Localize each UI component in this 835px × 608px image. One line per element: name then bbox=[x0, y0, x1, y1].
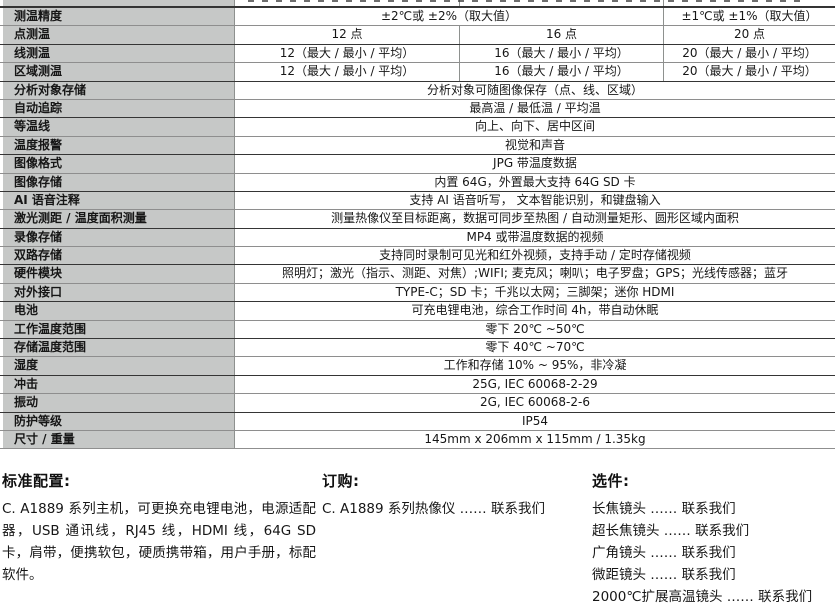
spec-value-cell: 12（最大 / 最小 / 平均） bbox=[279, 45, 415, 60]
clipped-text-artifact bbox=[248, 0, 808, 2]
order-section: 订购: C. A1889 系列热像仪 …… 联系我们 bbox=[322, 470, 582, 520]
options-section: 选件: 长焦镜头 …… 联系我们 超长焦镜头 …… 联系我们 广角镜头 …… 联… bbox=[592, 470, 835, 608]
spec-row: 硬件模块 照明灯；激光（指示、测距、对焦）;WIFI; 麦克风；喇叭；电子罗盘；G… bbox=[0, 264, 835, 283]
spec-value-cell: 20 点 bbox=[663, 26, 835, 44]
spec-row-label: 尺寸 / 重量 bbox=[0, 430, 235, 449]
spec-row-label: 自动追踪 bbox=[0, 99, 235, 118]
spec-row-label: 存储温度范围 bbox=[0, 339, 235, 357]
spec-row: 电池 可充电锂电池，综合工作时间 4h，带自动休眠 bbox=[0, 301, 835, 320]
spec-value-cell: 测量热像仪至目标距离，数据可同步至热图 / 自动测量矩形、圆形区域内面积 bbox=[331, 211, 739, 226]
option-item: 微距镜头 …… 联系我们 bbox=[592, 567, 736, 583]
spec-row-label: 温度报警 bbox=[0, 136, 235, 155]
spec-value-cell: 16（最大 / 最小 / 平均） bbox=[459, 44, 663, 63]
order-item: C. A1889 系列热像仪 …… 联系我们 bbox=[322, 501, 545, 517]
spec-row-label: 振动 bbox=[0, 394, 235, 412]
option-item: 广角镜头 …… 联系我们 bbox=[592, 545, 736, 561]
spec-value-cell: JPG 带温度数据 bbox=[493, 156, 577, 171]
spec-value-cell: 工作和存储 10% ~ 95%，非冷凝 bbox=[443, 358, 627, 373]
spec-value-cell: 25G, IEC 60068-2-29 bbox=[472, 376, 598, 391]
clipped-row-label-cell bbox=[0, 0, 235, 6]
spec-row-label: 硬件模块 bbox=[0, 265, 235, 283]
spec-value-cell: 16（最大 / 最小 / 平均） bbox=[459, 63, 663, 81]
option-item: 长焦镜头 …… 联系我们 bbox=[592, 501, 736, 517]
spec-row: 等温线 向上、向下、居中区间 bbox=[0, 117, 835, 136]
spec-row-label: AI 语音注释 bbox=[0, 191, 235, 210]
spec-value-cell: 内置 64G，外置最大支持 64G SD 卡 bbox=[434, 174, 636, 189]
spec-table: 测温精度 ±2℃或 ±2%（取大值） ±1℃或 ±1%（取大值） 点测温 12 点 16 … bbox=[0, 0, 835, 450]
spec-rows: 测温精度 ±2℃或 ±2%（取大值） ±1℃或 ±1%（取大值） 点测温 12 点 16 … bbox=[0, 7, 835, 449]
spec-value-cell: 2G, IEC 60068-2-6 bbox=[480, 395, 590, 410]
spec-row-label: 图像格式 bbox=[0, 155, 235, 173]
spec-row-label: 线测温 bbox=[0, 44, 235, 63]
spec-row-label: 电池 bbox=[0, 302, 235, 320]
spec-row-label: 等温线 bbox=[0, 118, 235, 136]
spec-value-cell: MP4 或带温度数据的视频 bbox=[466, 229, 604, 244]
spec-row: 分析对象存储 分析对象可随图像保存（点、线、区域） bbox=[0, 80, 835, 99]
spec-value-cell: 20（最大 / 最小 / 平均） bbox=[663, 63, 835, 81]
spec-row-label: 分析对象存储 bbox=[0, 81, 235, 99]
spec-row: 尺寸 / 重量 145mm x 206mm x 115mm / 1.35kg bbox=[0, 429, 835, 449]
spec-row: 线测温 12（最大 / 最小 / 平均） 16（最大 / 最小 / 平均） 20（最大… bbox=[0, 43, 835, 63]
spec-row: 图像格式 JPG 带温度数据 bbox=[0, 154, 835, 173]
order-title: 订购: bbox=[322, 472, 360, 490]
spec-row: AI 语音注释 支持 AI 语音听写， 文本智能识别，和键盘输入 bbox=[0, 190, 835, 210]
standard-config-section: 标准配置: C. A1889 系列主机，可更换充电锂电池，电源适配器，USB 通… bbox=[2, 470, 316, 586]
spec-row-label: 双路存储 bbox=[0, 247, 235, 265]
spec-row-label: 激光测距 / 温度面积测量 bbox=[0, 210, 235, 228]
spec-value-cell: TYPE-C；SD 卡；千兆以太网；三脚架；迷你 HDMI bbox=[395, 284, 675, 299]
standard-config-title: 标准配置: bbox=[2, 472, 71, 490]
spec-row-label: 工作温度范围 bbox=[0, 320, 235, 339]
spec-value-cell: 支持 AI 语音听写， 文本智能识别，和键盘输入 bbox=[409, 192, 661, 207]
spec-row-label: 点测温 bbox=[0, 26, 235, 44]
spec-value-cell: 支持同时录制可见光和红外视频，支持手动 / 定时存储视频 bbox=[379, 248, 691, 263]
spec-value-cell: 最高温 / 最低温 / 平均温 bbox=[469, 100, 601, 115]
spec-row: 振动 2G, IEC 60068-2-6 bbox=[0, 393, 835, 412]
spec-value-cell: 照明灯；激光（指示、测距、对焦）;WIFI; 麦克风；喇叭；电子罗盘；GPS；光… bbox=[282, 266, 788, 281]
clipped-top-row bbox=[0, 0, 835, 7]
clipped-row-cell bbox=[459, 0, 663, 6]
spec-row-label: 图像存储 bbox=[0, 173, 235, 191]
standard-config-body: C. A1889 系列主机，可更换充电锂电池，电源适配器，USB 通讯线，RJ4… bbox=[2, 501, 316, 583]
spec-value-cell: 可充电锂电池，综合工作时间 4h，带自动休眠 bbox=[411, 303, 659, 318]
spec-row-label: 防护等级 bbox=[0, 412, 235, 430]
spec-row-label: 冲击 bbox=[0, 375, 235, 394]
spec-row: 对外接口 TYPE-C；SD 卡；千兆以太网；三脚架；迷你 HDMI bbox=[0, 282, 835, 302]
spec-value-cell: 视觉和声音 bbox=[504, 137, 565, 152]
spec-row-label: 区域测温 bbox=[0, 63, 235, 81]
spec-row: 湿度 工作和存储 10% ~ 95%，非冷凝 bbox=[0, 356, 835, 375]
spec-value-cell: ±2℃或 ±2%（取大值） bbox=[380, 9, 518, 23]
options-title: 选件: bbox=[592, 472, 630, 490]
option-item: 超长焦镜头 …… 联系我们 bbox=[592, 523, 750, 539]
spec-row: 冲击 25G, IEC 60068-2-29 bbox=[0, 374, 835, 394]
option-item: 2000℃扩展高温镜头 …… 联系我们 bbox=[592, 589, 813, 605]
spec-row: 点测温 12 点 16 点 20 点 bbox=[0, 25, 835, 44]
spec-row: 激光测距 / 温度面积测量 测量热像仪至目标距离，数据可同步至热图 / 自动测量矩… bbox=[0, 209, 835, 228]
spec-value-cell: 16 点 bbox=[459, 26, 663, 44]
spec-value-cell: 零下 20℃ ~50℃ bbox=[485, 321, 585, 336]
spec-value-cell: 145mm x 206mm x 115mm / 1.35kg bbox=[424, 431, 646, 446]
spec-value-cell: ±1℃或 ±1%（取大值） bbox=[663, 8, 835, 26]
spec-row: 测温精度 ±2℃或 ±2%（取大值） ±1℃或 ±1%（取大值） bbox=[0, 7, 835, 26]
spec-row: 自动追踪 最高温 / 最低温 / 平均温 bbox=[0, 98, 835, 118]
spec-row-label: 湿度 bbox=[0, 357, 235, 375]
spec-row: 区域测温 12（最大 / 最小 / 平均） 16（最大 / 最小 / 平均） 20（最… bbox=[0, 62, 835, 81]
spec-value-cell: 12 点 bbox=[331, 27, 363, 42]
spec-row-label: 对外接口 bbox=[0, 283, 235, 302]
spec-row-label: 测温精度 bbox=[0, 8, 235, 26]
spec-row-label: 录像存储 bbox=[0, 228, 235, 247]
spec-row: 双路存储 支持同时录制可见光和红外视频，支持手动 / 定时存储视频 bbox=[0, 246, 835, 265]
spec-value-cell: 向上、向下、居中区间 bbox=[474, 119, 595, 134]
spec-row: 图像存储 内置 64G，外置最大支持 64G SD 卡 bbox=[0, 172, 835, 191]
spec-value-cell: 12（最大 / 最小 / 平均） bbox=[279, 64, 415, 79]
spec-row: 工作温度范围 零下 20℃ ~50℃ bbox=[0, 319, 835, 339]
clipped-row-cell bbox=[663, 0, 835, 6]
spec-row: 存储温度范围 零下 40℃ ~70℃ bbox=[0, 338, 835, 357]
spec-row: 防护等级 IP54 bbox=[0, 411, 835, 430]
spec-value-cell: 零下 40℃ ~70℃ bbox=[485, 340, 585, 355]
spec-row: 温度报警 视觉和声音 bbox=[0, 135, 835, 155]
spec-value-cell: IP54 bbox=[521, 413, 549, 428]
spec-value-cell: 分析对象可随图像保存（点、线、区域） bbox=[426, 82, 643, 97]
spec-value-cell: 20（最大 / 最小 / 平均） bbox=[663, 44, 835, 63]
spec-row: 录像存储 MP4 或带温度数据的视频 bbox=[0, 227, 835, 247]
